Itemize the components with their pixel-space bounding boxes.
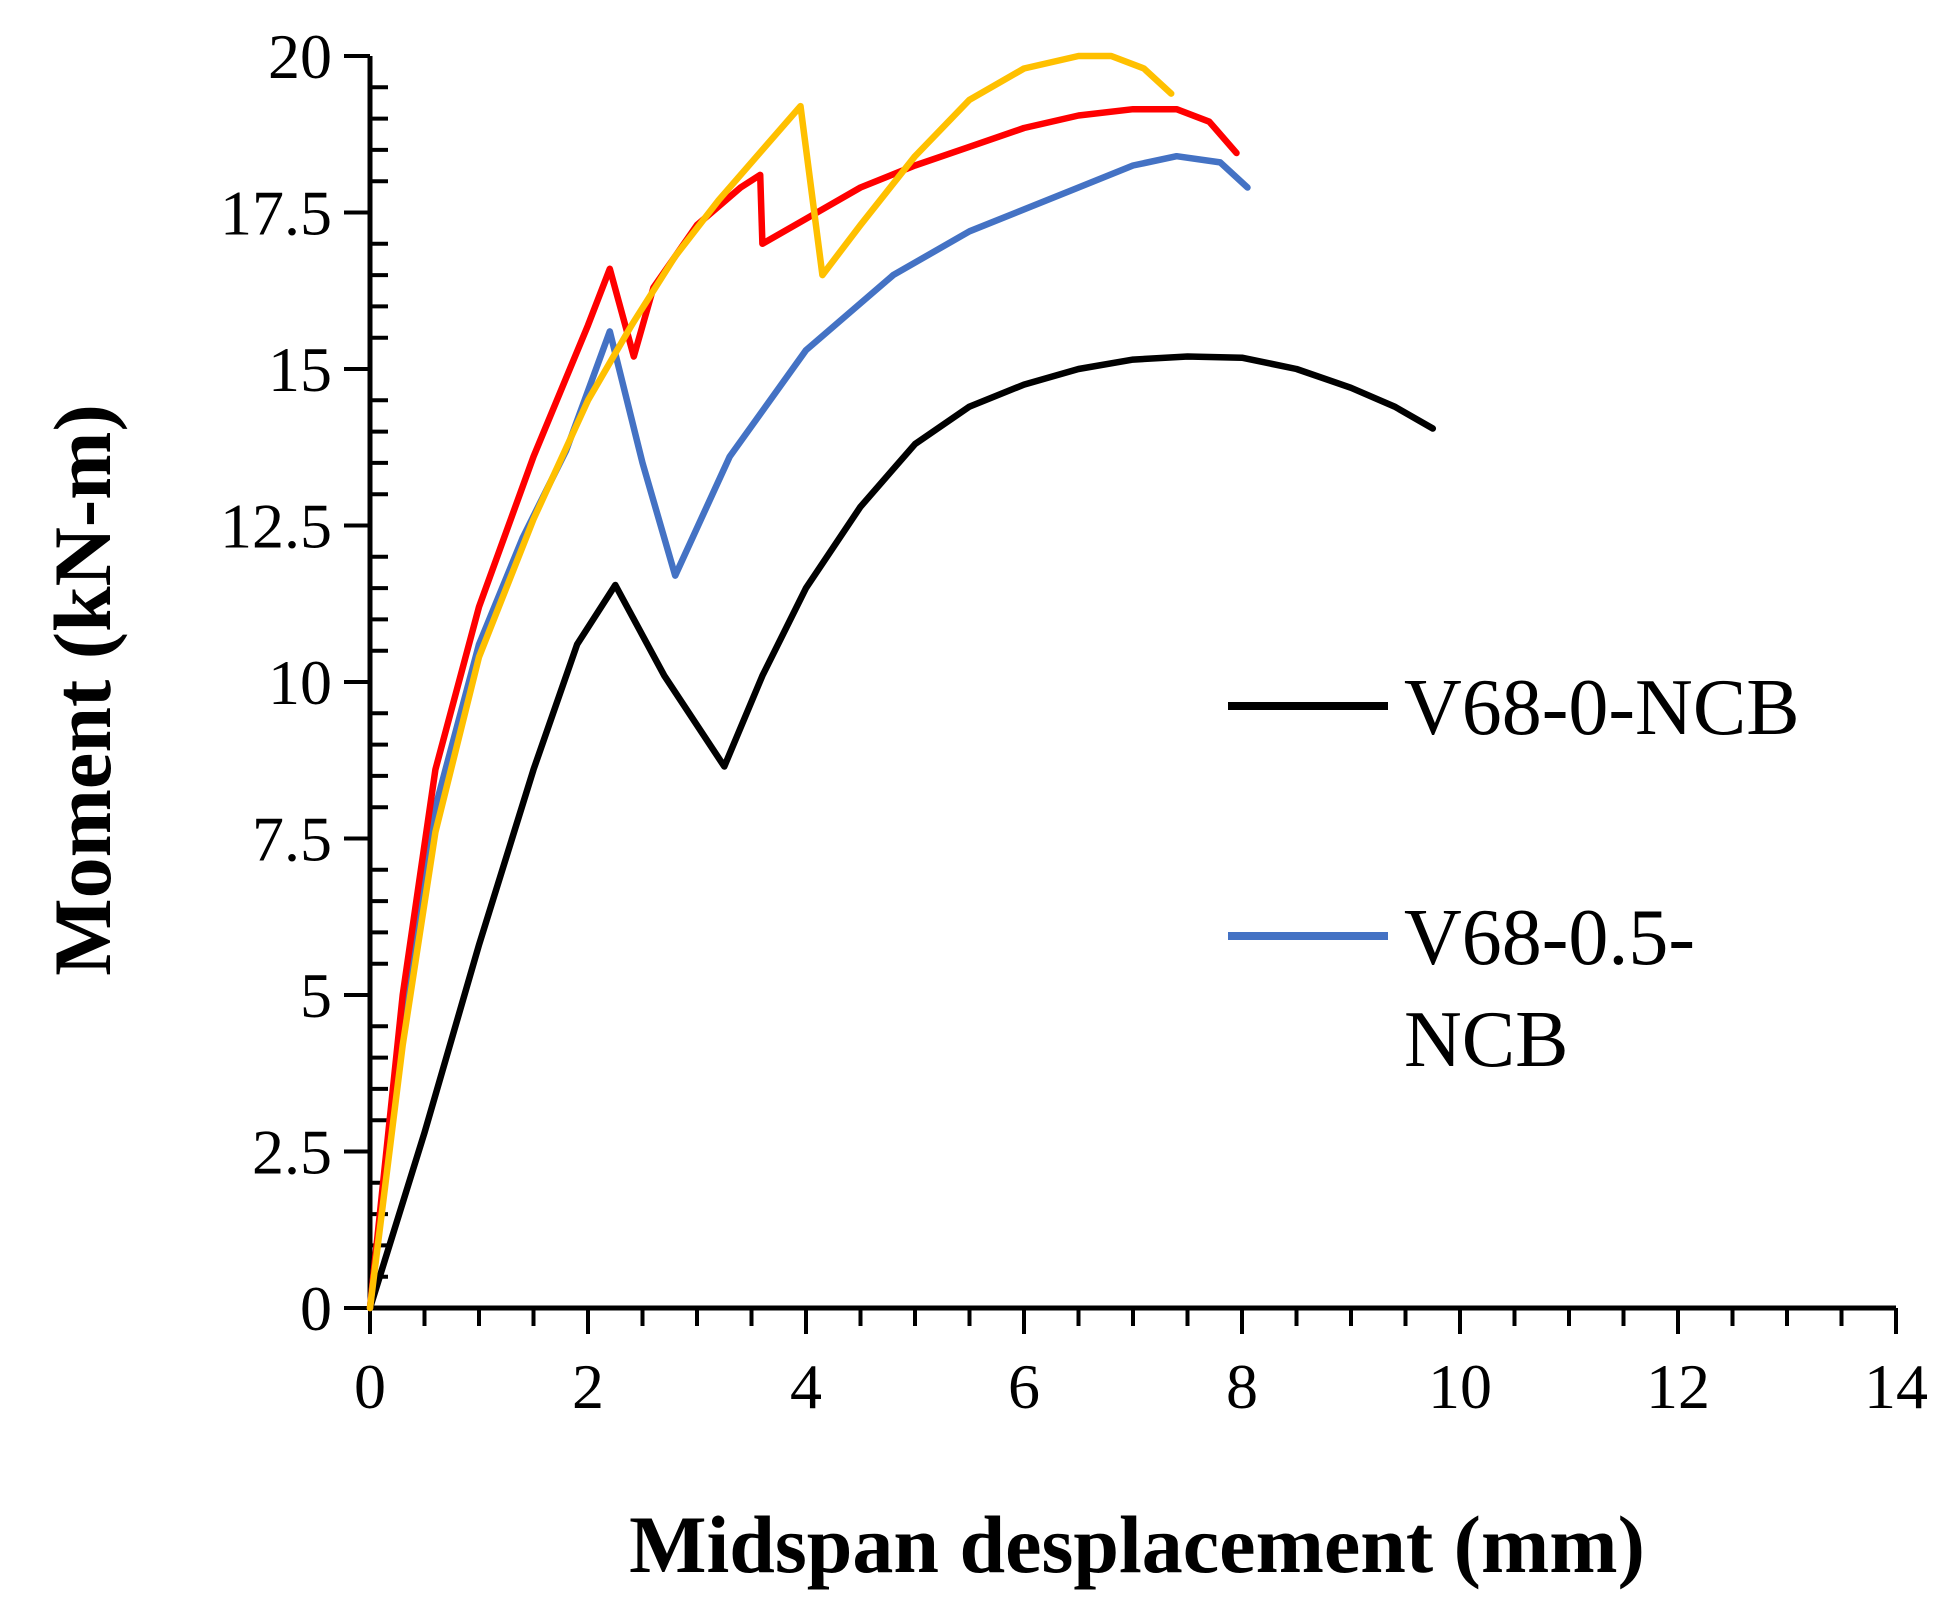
x-tick-label: 2 bbox=[572, 1351, 604, 1422]
series-line-2 bbox=[366, 152, 1251, 1312]
y-tick-label: 5 bbox=[300, 960, 332, 1031]
y-tick-label: 0 bbox=[300, 1273, 332, 1344]
x-tick-label: 14 bbox=[1864, 1351, 1928, 1422]
y-tick-label: 20 bbox=[268, 21, 332, 92]
legend-label-1: V68-0-NCB bbox=[1404, 664, 1800, 752]
series-line-3 bbox=[366, 105, 1240, 1312]
y-tick-label: 15 bbox=[268, 334, 332, 405]
axis-tick-labels: 0 2 4 6 8 10 12 14 0 2.5 5 7.5 10 12.5 15 17.5 20 bbox=[220, 21, 1928, 1422]
y-tick-label: 7.5 bbox=[252, 804, 332, 875]
y-tick-label: 17.5 bbox=[220, 178, 332, 249]
data-series bbox=[366, 52, 1437, 1312]
axis-ticks bbox=[344, 54, 1898, 1334]
x-tick-label: 6 bbox=[1008, 1351, 1040, 1422]
series-line-4 bbox=[366, 52, 1175, 1312]
x-tick-label: 4 bbox=[790, 1351, 822, 1422]
x-tick-label: 10 bbox=[1428, 1351, 1492, 1422]
legend: V68-0-NCB V68-0.5- NCB bbox=[1228, 664, 1800, 1084]
series-line-1 bbox=[366, 353, 1437, 1312]
legend-label-2: NCB bbox=[1404, 996, 1569, 1084]
x-tick-label: 8 bbox=[1226, 1351, 1258, 1422]
x-tick-label: 0 bbox=[354, 1351, 386, 1422]
y-tick-label: 12.5 bbox=[220, 491, 332, 562]
x-axis-title: Midspan desplacement (mm) bbox=[629, 1499, 1645, 1590]
x-tick-label: 12 bbox=[1646, 1351, 1710, 1422]
y-tick-label: 10 bbox=[268, 647, 332, 718]
y-tick-label: 2.5 bbox=[252, 1117, 332, 1188]
y-axis-title: Moment (kN-m) bbox=[37, 404, 128, 976]
legend-label-2: V68-0.5- bbox=[1404, 894, 1695, 982]
